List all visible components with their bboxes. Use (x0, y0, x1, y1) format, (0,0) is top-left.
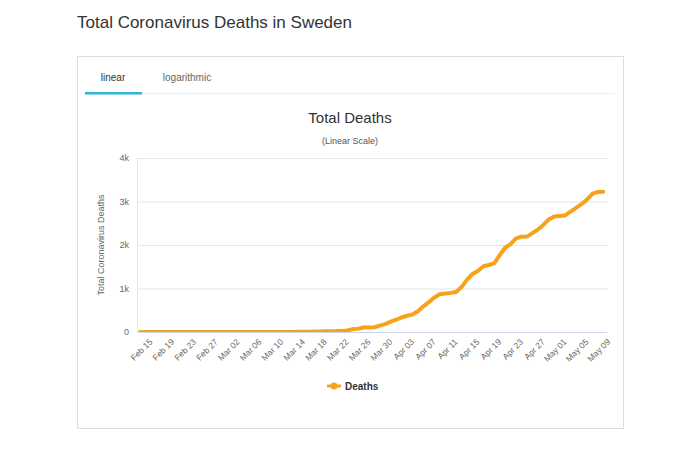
x-tick: Mar 14 (281, 332, 307, 363)
y-tick: 3k (119, 197, 137, 207)
x-tick-label: Apr 19 (478, 337, 503, 362)
tab[interactable]: logarithmic (163, 72, 211, 83)
x-tick: Feb 15 (129, 332, 155, 363)
grid (137, 159, 608, 333)
x-tick-label: Mar 14 (281, 337, 307, 363)
grid-line (137, 158, 608, 159)
x-tick-label: Apr 23 (500, 337, 525, 362)
x-tick-label: Mar 22 (325, 337, 351, 363)
x-tick: Apr 23 (500, 332, 525, 362)
x-tick-label: May 01 (542, 337, 569, 364)
x-tick-label: Feb 19 (150, 337, 176, 363)
x-tick: Apr 03 (391, 332, 416, 362)
legend: Deaths (327, 381, 379, 392)
x-tick: Mar 26 (347, 332, 373, 363)
x-tick: Apr 19 (478, 332, 503, 362)
chart-title: Total Deaths (308, 109, 391, 126)
x-tick-label: Mar 06 (238, 337, 264, 363)
x-tick: Apr 11 (435, 332, 460, 361)
tabs-divider (85, 93, 615, 94)
x-tick: Feb 27 (194, 332, 220, 363)
x-tick: Mar 30 (368, 332, 394, 363)
y-tick-label: 1k (119, 284, 129, 294)
x-tick: Mar 02 (216, 332, 242, 363)
tab-underline (85, 92, 142, 95)
series-line (140, 192, 603, 332)
x-tick-label: Apr 11 (435, 337, 460, 362)
page-title: Total Coronavirus Deaths in Sweden (77, 13, 352, 32)
y-tick-label: 3k (119, 197, 129, 207)
x-tick-label: Feb 23 (172, 337, 198, 363)
grid-line (137, 289, 608, 290)
x-tick: Feb 19 (150, 332, 176, 363)
grid-line (137, 202, 608, 203)
y-tick-label: 0 (124, 327, 129, 337)
y-tick: 0 (124, 327, 137, 337)
y-tick-label: 4k (119, 153, 129, 163)
x-tick: Mar 10 (259, 332, 285, 363)
tab[interactable]: linear (101, 72, 126, 83)
legend-label[interactable]: Deaths (345, 381, 379, 392)
x-tick-label: Mar 02 (216, 337, 242, 363)
x-tick-label: Feb 15 (129, 337, 155, 363)
x-tick: Mar 06 (238, 332, 264, 363)
x-tick: Mar 18 (303, 332, 329, 363)
x-tick-label: Feb 27 (194, 337, 220, 363)
plot-area (140, 192, 603, 332)
x-tick-label: Apr 07 (413, 337, 438, 362)
x-tick-label: Apr 03 (391, 337, 416, 362)
grid-line (137, 332, 608, 333)
y-axis: 0 1k 2k 3k 4k (119, 153, 137, 337)
chart-svg: Total Coronavirus Deaths in Sweden linear… (0, 0, 700, 462)
x-tick-label: May 09 (585, 337, 612, 364)
x-tick: Feb 23 (172, 332, 198, 363)
legend-symbol-marker (331, 383, 338, 390)
x-tick-label: Mar 10 (259, 337, 285, 363)
grid-line (137, 245, 608, 246)
y-axis-line (137, 159, 138, 333)
chart-subtitle: (Linear Scale) (322, 136, 378, 146)
x-tick-label: Mar 30 (368, 337, 394, 363)
x-tick: Apr 15 (457, 332, 482, 362)
y-tick: 4k (119, 153, 137, 163)
x-tick-label: May 05 (564, 337, 591, 364)
x-tick-label: Mar 26 (347, 337, 373, 363)
x-tick: Apr 07 (413, 332, 438, 362)
x-tick: Mar 22 (325, 332, 351, 363)
y-tick-label: 2k (119, 240, 129, 250)
x-tick-label: Mar 18 (303, 337, 329, 363)
x-tick-label: Apr 15 (457, 337, 482, 362)
x-tick: May 09 (585, 332, 612, 364)
y-tick: 1k (119, 284, 137, 294)
card (78, 57, 624, 429)
y-axis-title: Total Coronavirus Deaths (96, 194, 106, 296)
x-axis: Feb 15Feb 19Feb 23Feb 27Mar 02Mar 06Mar … (129, 332, 613, 364)
x-axis-line (141, 332, 604, 333)
y-tick: 2k (119, 240, 137, 250)
